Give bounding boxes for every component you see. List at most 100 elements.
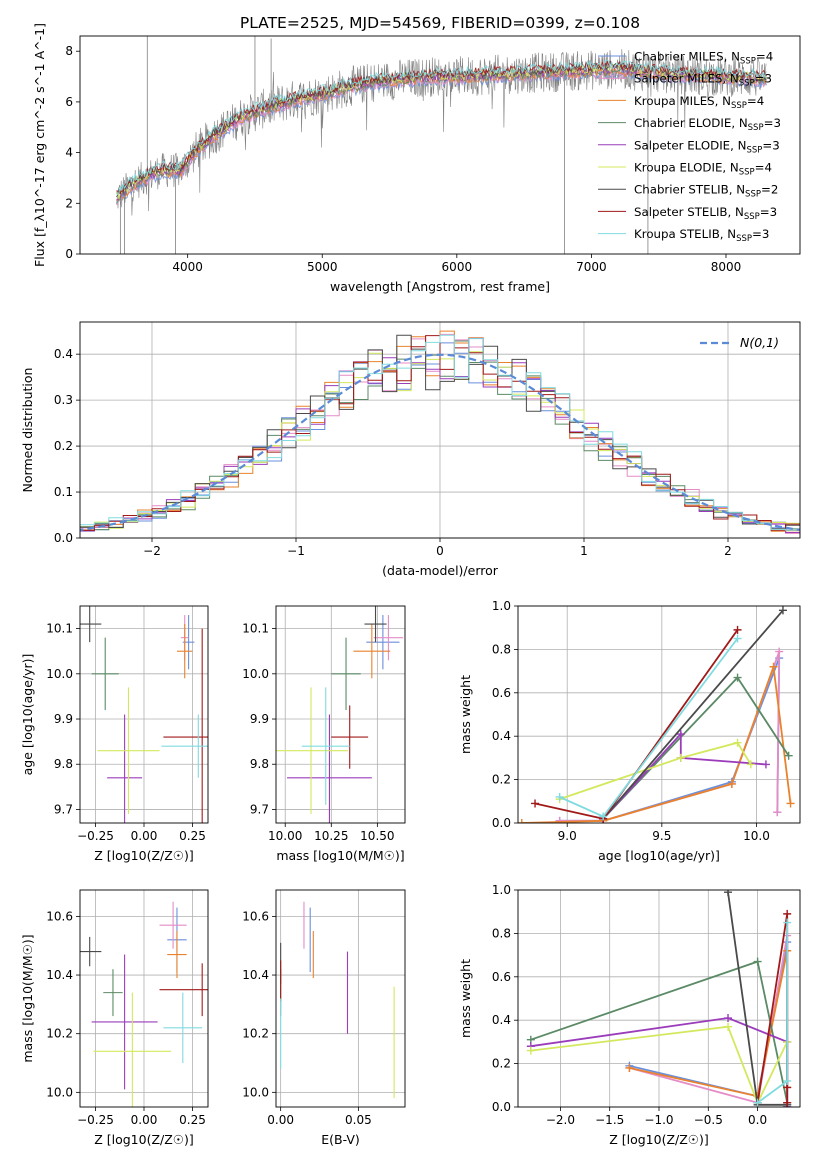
y-tick-label: 10.0 [242,1085,269,1099]
y-tick-label: 6 [65,95,73,109]
x-tick-label: 5000 [307,260,338,274]
y-axis-label: Normed distribution [20,368,35,493]
axes-frame [275,605,406,824]
weight-line-kroupa-elodie [530,1025,789,1105]
weight-point-salpeter-elodie [676,730,685,739]
y-tick-label: 0.2 [492,1057,511,1071]
y-tick-label: 0 [65,247,73,261]
weight-line-chabrier-stelib [602,609,784,820]
y-tick-label: 1.0 [492,883,511,897]
weight-point-kroupa-elodie [526,1046,535,1055]
x-axis-label: age [log10(age/yr)] [598,848,720,863]
y-tick-label: 9.8 [54,757,73,771]
y-tick-label: 8 [65,44,73,58]
y-tick-label: 0.4 [492,729,511,743]
x-tick-label: −1.5 [595,1113,624,1127]
legend-label-salpeter-stelib: Salpeter STELIB, NSSP=3 [634,205,777,222]
axes-frame [79,35,801,255]
x-tick-label: 10.00 [268,829,302,843]
panel-mass-vs-ebv: 0.00 0.05 10.0 10.2 10.4 10.6 E(B-V) [242,889,406,1147]
axes-frame [517,889,801,1108]
y-tick-label: 10.6 [242,909,269,923]
legend-label-kroupa-elodie: Kroupa ELODIE, NSSP=4 [634,161,772,178]
y-tick-label: 9.9 [54,712,73,726]
y-tick-label: 0.0 [492,1100,511,1114]
y-tick-label: 0.0 [54,531,73,545]
weight-point-salpeter-stelib [733,625,742,634]
normal-curve [80,353,800,532]
plot-area [115,36,767,254]
y-tick-label: 0.3 [54,393,73,407]
x-tick-label: 0 [436,544,444,558]
y-axis-label: mass weight [458,675,473,754]
weight-point-chabrier-elodie [753,957,762,966]
x-axis-label: mass [log10(M/M☉)] [276,848,404,863]
weight-line-salpeter-elodie [602,731,766,820]
weight-point-salpeter-stelib [531,799,540,808]
x-tick-label: 1 [580,544,588,558]
y-tick-label: 10.2 [46,1027,73,1041]
panel-weight-vs-age: 9.0 9.5 10.0 0.0 0.2 0.4 0.6 0.8 1.0 age [log10(a… [458,599,801,863]
x-tick-label: 0.25 [179,829,206,843]
y-tick-label: 10.6 [46,909,73,923]
legend-label-salpeter-elodie: Salpeter ELODIE, NSSP=3 [634,138,780,155]
weight-line-salpeter-stelib [756,913,789,1103]
x-tick-label: 10.25 [314,829,348,843]
x-tick-label: 0.25 [179,1113,206,1127]
grid [80,890,208,1107]
weight-point-kroupa-elodie [676,753,685,762]
weight-point-kroupa-stelib [555,792,564,801]
weight-point-chabrier-elodie [733,673,742,682]
axes-frame [275,889,406,1108]
weight-point-kroupa-stelib [753,1098,762,1107]
x-tick-label: 10.50 [360,829,394,843]
weight-line-kroupa-elodie [559,741,752,800]
legend-label-kroupa-stelib: Kroupa STELIB, NSSP=3 [634,227,769,244]
weight-point-kroupa-miles [727,779,736,788]
y-tick-label: 9.7 [250,802,269,816]
axes-frame [79,605,209,824]
weight-point-salpeter-miles [555,816,564,823]
residual-legend: N(0,1) [700,335,779,350]
y-axis-label: Flux [f_λ10^-17 erg cm^-2 s^-1 A^-1] [32,23,47,267]
y-axis-label: mass [log10(M/M☉)] [20,934,35,1062]
x-axis-label: Z [log10(Z/Z☉)] [94,848,194,863]
x-tick-label: 2 [724,544,732,558]
x-tick-label: −2.0 [546,1113,575,1127]
y-tick-label: 0.2 [54,439,73,453]
weight-point-kroupa-stelib [599,812,608,821]
x-tick-label: 9.0 [558,829,577,843]
x-tick-label: 8000 [711,260,742,274]
y-tick-label: 9.7 [54,802,73,816]
x-axis-label: Z [log10(Z/Z☉)] [609,1132,709,1147]
x-tick-label: 7000 [576,260,607,274]
panel-age-vs-Z: −0.25 0.00 0.25 9.7 9.8 9.9 10.0 10.1 Z [log10(Z… [20,605,209,863]
x-tick-label: −0.5 [694,1113,723,1127]
axes-frame [79,889,209,1108]
weight-point-kroupa-miles [769,662,778,671]
y-tick-label: 0.4 [492,1013,511,1027]
weight-point-salpeter-stelib [783,909,792,918]
plot-area [280,901,395,1099]
y-tick-label: 10.0 [46,667,73,681]
plot-area [276,606,404,823]
y-tick-label: 4 [65,146,73,160]
weight-line-chabrier-miles [559,657,781,822]
x-axis-label: Z [log10(Z/Z☉)] [94,1132,194,1147]
x-tick-label: −0.25 [77,829,114,843]
grid [276,606,405,823]
y-tick-label: 10.1 [46,622,73,636]
y-tick-label: 9.9 [250,712,269,726]
legend-label-chabrier-miles: Chabrier MILES, NSSP=4 [634,50,773,67]
x-tick-label: 0.00 [267,1113,294,1127]
y-tick-label: 0.2 [492,773,511,787]
spectrum-legend: Chabrier MILES, NSSP=4 Salpeter MILES, NS… [598,50,781,244]
weight-point-chabrier-stelib [778,606,787,615]
legend-label-salpeter-miles: Salpeter MILES, NSSP=3 [634,72,772,89]
y-tick-label: 9.8 [250,757,269,771]
grid [80,322,800,539]
y-axis-label: mass weight [458,959,473,1038]
weight-point-salpeter-elodie [724,1014,733,1023]
x-tick-label: 0.0 [748,1113,767,1127]
